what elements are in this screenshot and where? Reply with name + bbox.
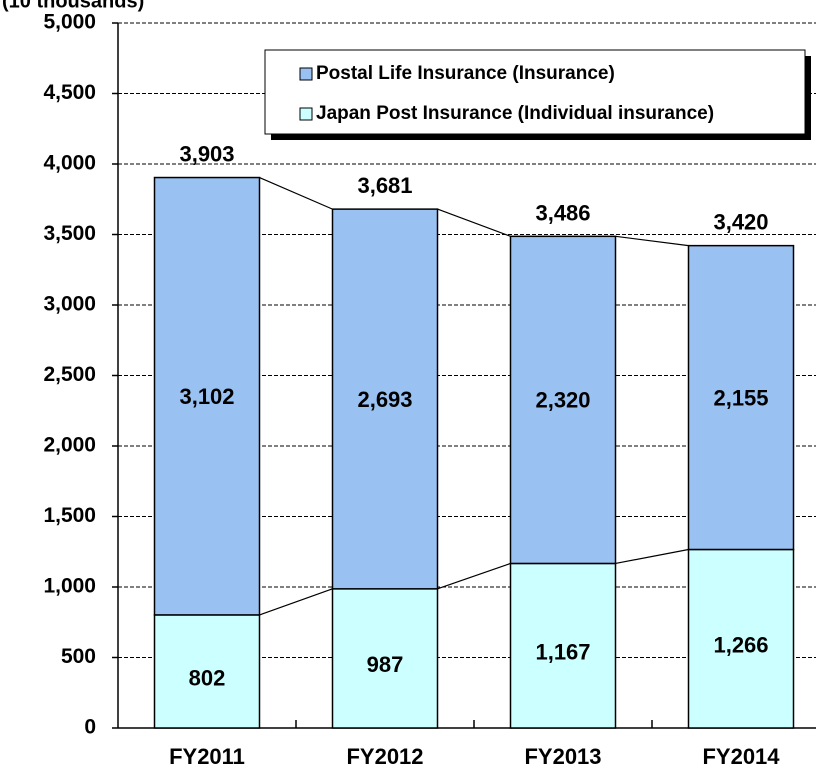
value-label: 1,266 [713, 633, 768, 658]
bar-segment [687, 244, 795, 551]
value-label: 987 [367, 652, 404, 677]
total-label: 3,903 [179, 141, 234, 166]
x-tick-label: FY2012 [346, 744, 423, 769]
value-label: 2,320 [535, 388, 590, 413]
legend-label: Postal Life Insurance (Insurance) [316, 63, 615, 84]
value-label: 802 [189, 665, 226, 690]
connector-line [259, 588, 333, 616]
y-axis-label: (10 thousands) [2, 0, 144, 12]
bar-segment [509, 235, 617, 565]
y-tick-label: 0 [84, 716, 96, 739]
connector-line [615, 235, 689, 247]
bar-segment [509, 562, 617, 729]
total-label: 3,486 [535, 200, 590, 225]
value-label: 1,167 [535, 640, 590, 665]
value-label: 3,102 [179, 384, 234, 409]
connector-line [437, 208, 511, 237]
total-label: 3,681 [357, 173, 412, 198]
legend-swatch [299, 67, 313, 81]
y-tick-label: 5,000 [43, 11, 96, 34]
legend: Postal Life Insurance (Insurance) Japan P… [264, 49, 811, 140]
y-tick-label: 4,500 [43, 81, 96, 104]
connector-line [615, 548, 689, 565]
legend-label: Japan Post Insurance (Individual insuran… [316, 103, 714, 124]
connector-line [259, 176, 333, 210]
bar-segment [331, 588, 439, 729]
y-tick-label: 500 [61, 645, 96, 668]
y-tick-label: 4,000 [43, 152, 96, 175]
legend-box [264, 49, 806, 135]
y-tick-label: 2,000 [43, 434, 96, 457]
x-tick-label: FY2014 [702, 744, 780, 769]
total-label: 3,420 [713, 210, 768, 235]
value-label: 2,155 [713, 385, 768, 410]
y-tick-label: 3,000 [43, 293, 96, 316]
x-tick-label: FY2011 [169, 744, 245, 769]
y-tick-label: 3,500 [43, 222, 96, 245]
legend-swatch [299, 107, 313, 121]
x-tick-label: FY2013 [524, 744, 601, 769]
bar-segment [153, 176, 261, 616]
y-tick-label: 1,000 [43, 575, 96, 598]
bar-segment [331, 208, 439, 590]
bar-segment [687, 548, 795, 729]
y-tick-label: 1,500 [43, 504, 96, 527]
y-tick-label: 2,500 [43, 363, 96, 386]
connector-line [437, 562, 511, 590]
bar-segment [153, 614, 261, 729]
value-label: 2,693 [357, 387, 412, 412]
